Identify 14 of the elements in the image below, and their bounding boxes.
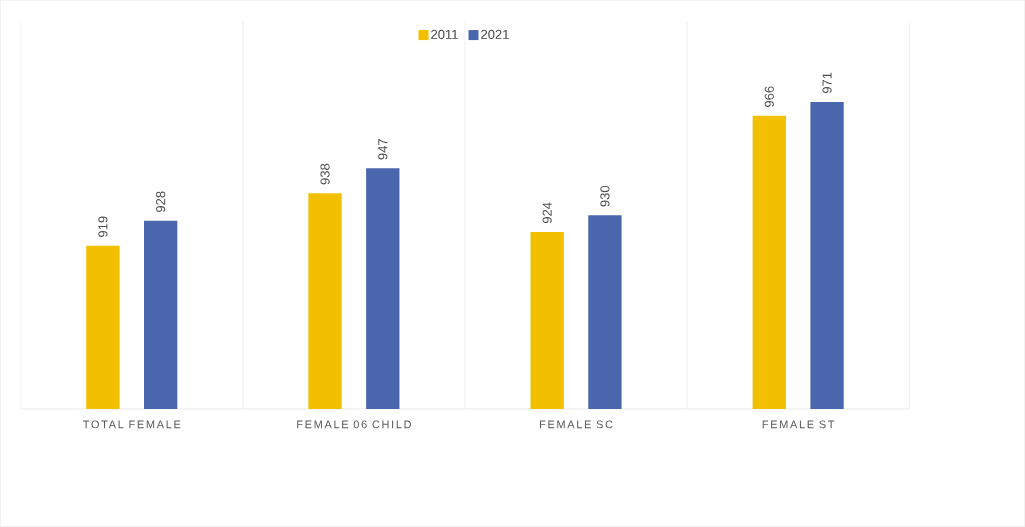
data-label: 919: [98, 216, 108, 238]
legend-label: 2011: [431, 29, 458, 40]
data-label: 930: [600, 186, 610, 207]
legend-label: 2021: [481, 29, 509, 40]
x-tick-label: FEMALE ST: [762, 420, 835, 429]
data-label: 947: [378, 139, 388, 160]
x-tick-label: FEMALE SC: [539, 420, 613, 429]
data-label: 938: [320, 163, 330, 185]
data-label: 924: [542, 202, 552, 224]
x-tick-label: TOTAL FEMALE: [83, 420, 181, 429]
x-tick-label: FEMALE 06 CHILD: [297, 420, 411, 429]
data-label: 966: [764, 86, 774, 108]
data-label: 971: [822, 72, 832, 94]
data-label: 928: [156, 191, 166, 213]
